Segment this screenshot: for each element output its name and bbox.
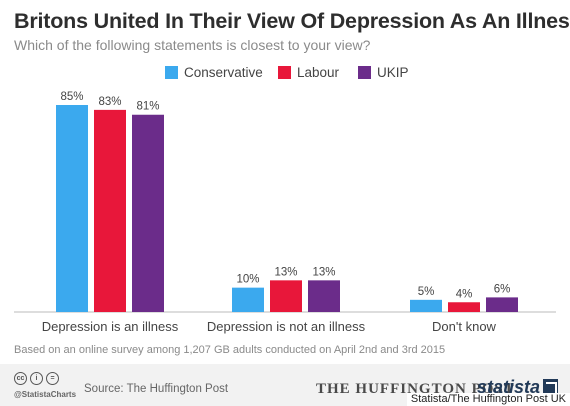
data-label: 6%	[494, 283, 511, 295]
bar	[232, 287, 264, 312]
data-label: 5%	[418, 286, 435, 298]
data-label: 10%	[236, 274, 259, 286]
bar	[448, 302, 480, 312]
legend-item-conservative: Conservative	[165, 65, 263, 80]
image-credit: Statista/The Huffington Post UK	[406, 393, 570, 406]
bar	[308, 280, 340, 312]
chart-title: Britons United In Their View Of Depressi…	[14, 9, 570, 33]
bar	[410, 299, 442, 312]
legend-label-conservative: Conservative	[184, 65, 263, 80]
bar	[94, 109, 126, 312]
bar-chart: 85% 83% 81% Depression is an illness 10% 13% 1…	[14, 91, 556, 334]
statista-handle: @StatistaCharts	[14, 390, 77, 399]
no-derivatives-icon: =	[46, 372, 59, 385]
legend-swatch-labour	[278, 66, 291, 79]
creative-commons-icon: cc	[14, 372, 27, 385]
bar	[56, 105, 88, 312]
category-label: Don't know	[432, 319, 497, 334]
attribution-icon: i	[30, 372, 43, 385]
legend-label-labour: Labour	[297, 65, 340, 80]
legend-item-ukip: UKIP	[358, 65, 409, 80]
legend-item-labour: Labour	[278, 65, 339, 80]
bar	[132, 114, 164, 312]
category-label: Depression is an illness	[42, 319, 179, 334]
statista-logo: statista	[477, 377, 541, 397]
bar	[486, 297, 518, 312]
data-label: 13%	[312, 266, 335, 278]
legend-swatch-conservative	[165, 66, 178, 79]
license-icons: cc i =	[14, 372, 59, 385]
bar	[270, 280, 302, 312]
data-label: 4%	[456, 288, 473, 300]
legend: Conservative Labour UKIP	[0, 65, 570, 83]
source-text: Source: The Huffington Post	[84, 383, 229, 395]
data-label: 85%	[60, 91, 83, 103]
data-label: 83%	[98, 96, 121, 108]
chart-subtitle: Which of the following statements is clo…	[14, 37, 371, 53]
legend-swatch-ukip	[358, 66, 371, 79]
category-label: Depression is not an illness	[207, 319, 366, 334]
footnote: Based on an online survey among 1,207 GB…	[14, 344, 446, 356]
legend-label-ukip: UKIP	[377, 65, 409, 80]
data-label: 13%	[274, 266, 297, 278]
statista-logo-icon	[543, 379, 558, 394]
data-label: 81%	[136, 101, 159, 113]
